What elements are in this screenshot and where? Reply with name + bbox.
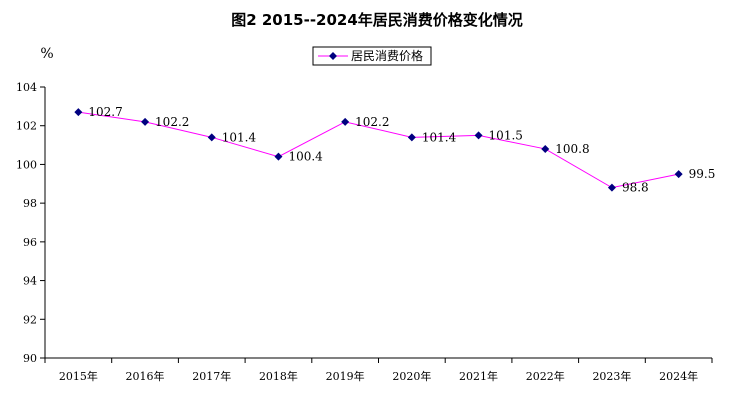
y-tick-label: 90: [23, 352, 37, 365]
data-point: [407, 133, 416, 142]
y-ticks: 90 92 94 96 98 100 102 104: [16, 81, 45, 365]
data-point: [207, 133, 216, 142]
y-tick-label: 100: [16, 158, 37, 171]
x-tick-label: 2021年: [459, 369, 498, 383]
legend-box: [312, 46, 432, 66]
series-line: [78, 111, 679, 189]
x-tick-label: 2022年: [526, 369, 565, 383]
x-ticks: 2015年 2016年 2017年 2018年 2019年 2020年 2021年 2022年…: [44, 358, 713, 383]
y-tick-label: 96: [23, 236, 37, 249]
data-label: 98.8: [622, 181, 649, 195]
y-tick-label: 102: [16, 120, 37, 133]
y-tick-label: 94: [23, 275, 37, 288]
y-tick-label: 92: [23, 313, 37, 326]
x-tick-label: 2018年: [259, 369, 298, 383]
data-label: 102.7: [88, 105, 122, 119]
data-point: [274, 152, 283, 161]
legend: 居民消费价格: [312, 46, 432, 66]
x-tick-label: 2017年: [192, 369, 231, 383]
data-point: [141, 117, 150, 126]
legend-entry: 居民消费价格: [351, 48, 423, 63]
data-label: 101.5: [489, 128, 523, 142]
data-point: [74, 108, 83, 117]
data-label: 102.2: [355, 115, 389, 129]
legend-marker-swatch: [329, 52, 337, 60]
x-tick-label: 2016年: [126, 369, 165, 383]
x-tick-label: 2019年: [326, 369, 365, 383]
data-point: [674, 170, 683, 179]
data-label: 99.5: [689, 167, 716, 181]
data-label: 100.4: [288, 150, 323, 164]
data-label: 101.4: [422, 130, 457, 144]
data-point: [341, 117, 350, 126]
data-point: [541, 144, 550, 153]
series-layer: 102.7 102.2 101.4 100.4 102.2 101.4 101.5 100.8…: [74, 105, 716, 195]
x-tick-label: 2020年: [392, 369, 431, 383]
chart-title: 图2 2015--2024年居民消费价格变化情况: [231, 11, 523, 29]
data-point: [474, 131, 483, 140]
data-label: 100.8: [555, 142, 589, 156]
y-tick-label: 104: [16, 81, 37, 94]
data-point: [607, 183, 616, 192]
x-tick-label: 2015年: [59, 369, 98, 383]
data-label: 101.4: [222, 130, 257, 144]
data-label: 102.2: [155, 115, 189, 129]
y-tick-label: 98: [23, 197, 37, 210]
x-tick-label: 2024年: [659, 369, 698, 383]
x-tick-label: 2023年: [592, 369, 631, 383]
y-axis-label: %: [40, 46, 53, 62]
